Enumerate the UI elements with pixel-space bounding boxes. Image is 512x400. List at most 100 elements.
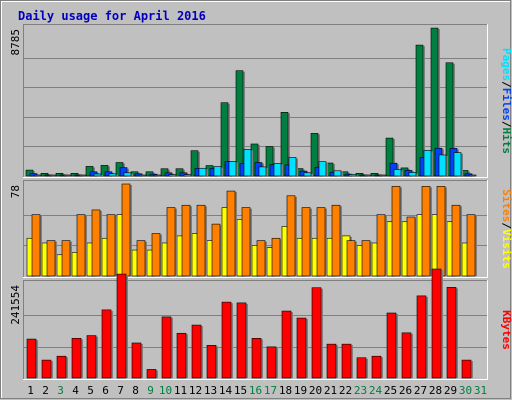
- y-axis-max-label: 8785: [9, 29, 22, 56]
- bar-files-day-7: [119, 167, 129, 177]
- bar: [406, 216, 416, 277]
- x-tick-label: 6: [102, 384, 109, 397]
- bar: [48, 174, 57, 177]
- bar-sites-day-12: [196, 204, 207, 277]
- x-tick-label: 30: [459, 384, 472, 397]
- bar-kbytes-day-6: [101, 309, 113, 379]
- bar-pages-day-16: [258, 166, 268, 177]
- bar-kbytes-day-23: [356, 357, 368, 379]
- bar: [468, 174, 477, 177]
- bar: [243, 149, 252, 177]
- bar: [281, 310, 292, 379]
- y-axis-max-label: 78: [9, 185, 22, 198]
- bar: [86, 335, 97, 379]
- bar: [286, 195, 296, 277]
- x-tick-label: 26: [399, 384, 412, 397]
- legend-label-part: /: [500, 81, 512, 88]
- bar: [101, 309, 112, 379]
- bar-sites-day-19: [301, 207, 312, 277]
- bar: [198, 167, 207, 177]
- bar-kbytes-day-11: [176, 332, 188, 379]
- bar-sites-day-18: [286, 195, 297, 277]
- bar-pages-day-9: [153, 174, 162, 177]
- bar: [438, 154, 447, 177]
- bar: [445, 62, 454, 177]
- bar-hits-day-20: [310, 133, 320, 177]
- bar-sites-day-25: [391, 186, 402, 277]
- bar: [116, 273, 127, 379]
- bar-pages-day-28: [438, 154, 448, 177]
- bar: [451, 204, 461, 277]
- x-tick-label: 28: [429, 384, 442, 397]
- bar-pages-day-7: [123, 172, 133, 177]
- bar: [466, 214, 476, 277]
- bar: [341, 343, 352, 379]
- bar: [138, 174, 147, 177]
- bar-sites-day-8: [136, 240, 147, 277]
- bar: [226, 190, 236, 277]
- bar-pages-day-15: [243, 149, 253, 177]
- x-tick-label: 16: [249, 384, 262, 397]
- bar-sites-day-13: [211, 223, 222, 277]
- bar-pages-day-12: [198, 167, 208, 177]
- bar: [220, 102, 229, 177]
- bar-kbytes-day-9: [146, 369, 158, 379]
- bar-sites-day-30: [466, 214, 477, 277]
- bar: [93, 173, 102, 177]
- bar-pages-day-11: [183, 174, 193, 177]
- bar-sites-day-2: [46, 240, 57, 277]
- bar: [391, 186, 401, 277]
- bar: [235, 70, 244, 177]
- bar-pages-day-20: [318, 161, 328, 177]
- bar-kbytes-day-4: [71, 338, 83, 379]
- bar: [446, 287, 457, 379]
- bar: [265, 146, 274, 177]
- bar: [123, 172, 132, 177]
- x-tick-label: 3: [57, 384, 64, 397]
- bar-kbytes-day-1: [26, 338, 38, 379]
- legend-label-part: Sites: [500, 189, 512, 222]
- bar: [386, 312, 397, 379]
- x-tick-label: 15: [234, 384, 247, 397]
- bar: [31, 214, 41, 277]
- bar: [393, 169, 402, 177]
- bar-sites-day-5: [91, 209, 102, 277]
- bar: [136, 240, 146, 277]
- bar: [310, 133, 319, 177]
- bar-sites-day-4: [76, 214, 87, 277]
- x-tick-label: 4: [72, 384, 79, 397]
- bar: [25, 169, 34, 177]
- bar-sites-day-1: [31, 214, 42, 277]
- bar: [273, 163, 282, 177]
- bar: [211, 223, 221, 277]
- bar-hits-day-15: [235, 70, 245, 177]
- bar: [236, 302, 247, 379]
- x-tick-label: 18: [279, 384, 292, 397]
- bar: [213, 166, 222, 177]
- bar: [311, 287, 322, 379]
- bar: [415, 44, 424, 177]
- bar: [61, 240, 71, 277]
- bar: [91, 209, 101, 277]
- y-axis-max-label: 241554: [9, 285, 22, 325]
- bar-kbytes-day-13: [206, 345, 218, 379]
- legend-label-part: Visits: [500, 229, 512, 269]
- bar-pages-day-22: [348, 174, 358, 177]
- bar-kbytes-day-3: [56, 355, 68, 379]
- bar-hits-day-14: [220, 102, 230, 177]
- bar: [370, 173, 379, 177]
- bar-kbytes-day-17: [266, 346, 278, 379]
- bar: [191, 324, 202, 379]
- bar-sites-day-16: [256, 240, 267, 277]
- bar-kbytes-day-18: [281, 310, 293, 379]
- bar-kbytes-day-27: [416, 295, 428, 379]
- bar: [318, 161, 327, 177]
- bar-pages-day-8: [138, 174, 148, 177]
- bar: [190, 150, 199, 177]
- bar-hits-day-12: [190, 150, 200, 177]
- bar-kbytes-day-22: [341, 343, 353, 379]
- bar-hits-day-27: [415, 44, 425, 177]
- bar: [461, 359, 472, 379]
- bar: [146, 369, 157, 379]
